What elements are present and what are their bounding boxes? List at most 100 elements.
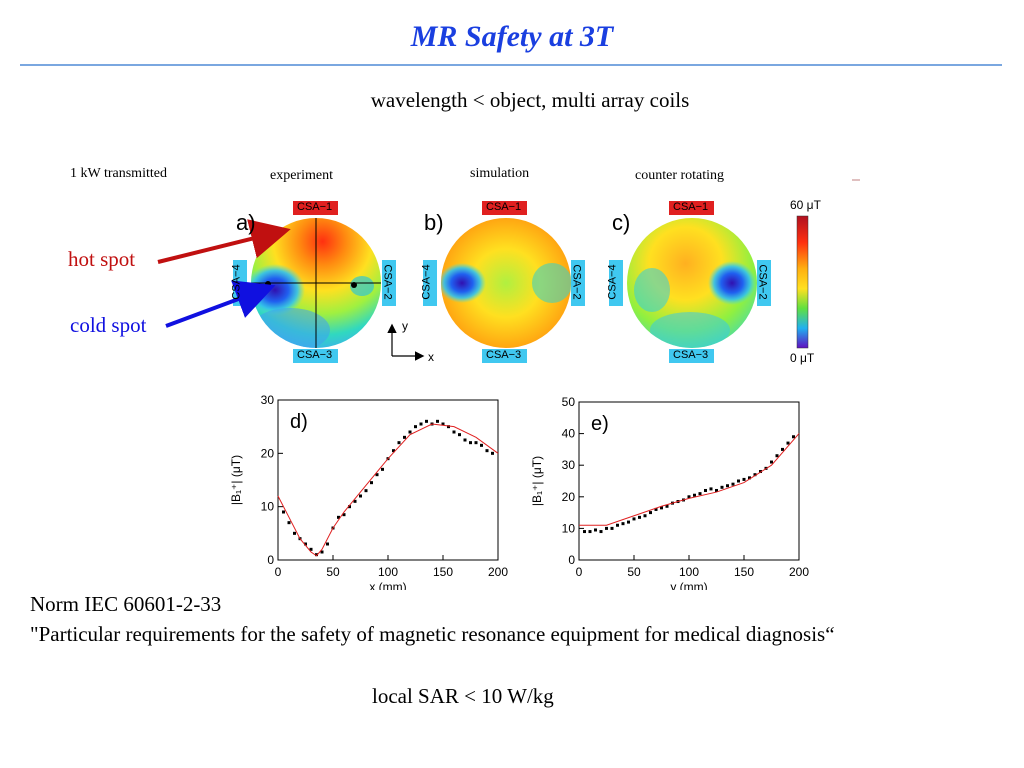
chart-e-data-point <box>632 517 636 521</box>
chart-e-data-point <box>786 441 790 445</box>
field-map-c <box>609 201 771 363</box>
hot-spot-arrow <box>157 219 291 264</box>
chart-d-data-point <box>364 489 368 493</box>
chart-d-data-point <box>359 494 362 498</box>
panel-label-b: b) <box>424 210 444 235</box>
chart-d-ytick-label: 0 <box>267 553 274 567</box>
chart-e-data-point <box>720 485 724 489</box>
coil-label-csa3-c: CSA−3 <box>673 349 709 361</box>
chart-e-data-point <box>665 504 669 508</box>
chart-d-data-point <box>397 441 401 445</box>
chart-d-xtick-label: 0 <box>275 565 282 579</box>
norm-description: "Particular requirements for the safety … <box>30 622 835 646</box>
axis-indicator <box>387 323 425 361</box>
chart-e-ylabel: |B₁⁺| (μT) <box>530 456 544 506</box>
chart-e-data-point <box>649 511 652 515</box>
chart-e-xtick-label: 150 <box>734 565 754 579</box>
chart-d-fit-line <box>277 423 499 557</box>
chart-e-data-point <box>704 488 707 492</box>
chart-d-ylabel: |B₁⁺| (μT) <box>229 455 243 505</box>
chart-d-frame <box>277 399 499 561</box>
chart-e-data-point <box>610 526 614 530</box>
cold-spot-label: cold spot <box>70 313 147 337</box>
chart-d-xtick-label: 200 <box>488 565 508 579</box>
chart-d-ytick-label: 20 <box>261 446 275 460</box>
axis-y-label: y <box>402 319 408 333</box>
panel-label-a: a) <box>236 210 256 235</box>
chart-e-data-point <box>709 487 713 491</box>
caption-counter-rotating: counter rotating <box>635 168 725 183</box>
chart-d-data-point <box>480 443 483 447</box>
chart-e-data-point <box>588 530 592 534</box>
coil-label-csa4-a: CSA−4 <box>230 264 243 300</box>
chart-e-data-point <box>698 492 702 496</box>
page-title: MR Safety at 3T <box>410 20 614 53</box>
chart-d-data-point <box>326 542 329 546</box>
chart-d-data-point <box>342 513 346 517</box>
coil-csa3-a <box>293 349 338 363</box>
coil-csa2-a <box>382 260 396 306</box>
chart-e-data-point <box>599 530 603 534</box>
chart-e-ytick-label: 20 <box>562 490 576 504</box>
coil-label-csa4-c: CSA−4 <box>606 264 619 300</box>
chart-e-data-point <box>731 482 735 486</box>
chart-e-ytick-label: 10 <box>562 521 576 535</box>
chart-e-data-point <box>693 493 696 497</box>
caption-power: 1 kW transmitted <box>70 166 167 181</box>
chart-e-xtick-label: 0 <box>576 565 583 579</box>
chart-e-ytick-label: 40 <box>562 427 576 441</box>
field-map-b <box>423 201 585 363</box>
chart-d-data-point <box>309 547 313 551</box>
chart-e-data-point <box>654 507 658 511</box>
chart-d-data-point <box>287 521 291 525</box>
colorbar-max-label: 60 μT <box>790 198 821 212</box>
chart-e-data-point <box>643 514 647 518</box>
chart-e-data-point <box>726 484 729 488</box>
chart-d-data-point <box>370 481 373 485</box>
chart-d-data-point <box>320 550 324 554</box>
chart-e-data-point <box>775 454 779 458</box>
chart-d-data-point <box>452 430 456 434</box>
chart-d-data-point <box>485 449 489 453</box>
chart-d-data-point <box>474 441 478 445</box>
coil-csa3-b <box>482 349 527 363</box>
coil-csa2-b <box>571 260 585 306</box>
chart-e-xtick-label: 100 <box>679 565 699 579</box>
sar-limit: local SAR < 10 W/kg <box>372 684 554 708</box>
chart-e-xlabel: y (mm) <box>670 580 707 590</box>
chart-e-data-point <box>792 435 795 439</box>
chart-d-xtick-label: 50 <box>326 565 340 579</box>
chart-d-data-point <box>304 542 307 546</box>
chart-e-data-point <box>638 515 641 519</box>
coil-csa1-a <box>293 201 338 215</box>
coil-csa2-c <box>757 260 771 306</box>
chart-d-data-point <box>375 473 379 477</box>
coil-csa4-c <box>609 260 623 306</box>
chart-d-data-point <box>436 419 439 423</box>
subtitle: wavelength < object, multi array coils <box>370 88 690 112</box>
chart-e-title: e) <box>591 413 609 435</box>
coil-label-csa2-c: CSA−2 <box>756 264 769 300</box>
chart-d-xtick-label: 100 <box>378 565 398 579</box>
chart-e-data-point <box>770 460 773 464</box>
chart-e-ytick-label: 50 <box>562 395 576 409</box>
field-maps <box>157 179 860 363</box>
chart-e-data-point <box>715 488 718 492</box>
coil-label-csa3-b: CSA−3 <box>486 349 522 361</box>
chart-e-data-point <box>583 530 586 534</box>
chart-d-data-point <box>447 425 450 429</box>
chart-e-data-point <box>748 476 751 480</box>
chart-e-ytick-label: 30 <box>562 458 576 472</box>
chart-d-data-point <box>315 553 318 557</box>
chart-d-ytick-label: 10 <box>261 500 275 514</box>
chart-e-data-point <box>660 506 663 510</box>
chart-e-data-point <box>753 473 757 477</box>
chart-e-data-point <box>737 479 740 483</box>
chart-e-data-point <box>742 477 746 481</box>
chart-d-data-point <box>293 531 296 535</box>
coil-csa4-b <box>423 260 437 306</box>
coil-label-csa1-c: CSA−1 <box>673 201 709 213</box>
coil-label-csa4-b: CSA−4 <box>420 264 433 300</box>
coil-label-csa1-b: CSA−1 <box>486 201 522 213</box>
